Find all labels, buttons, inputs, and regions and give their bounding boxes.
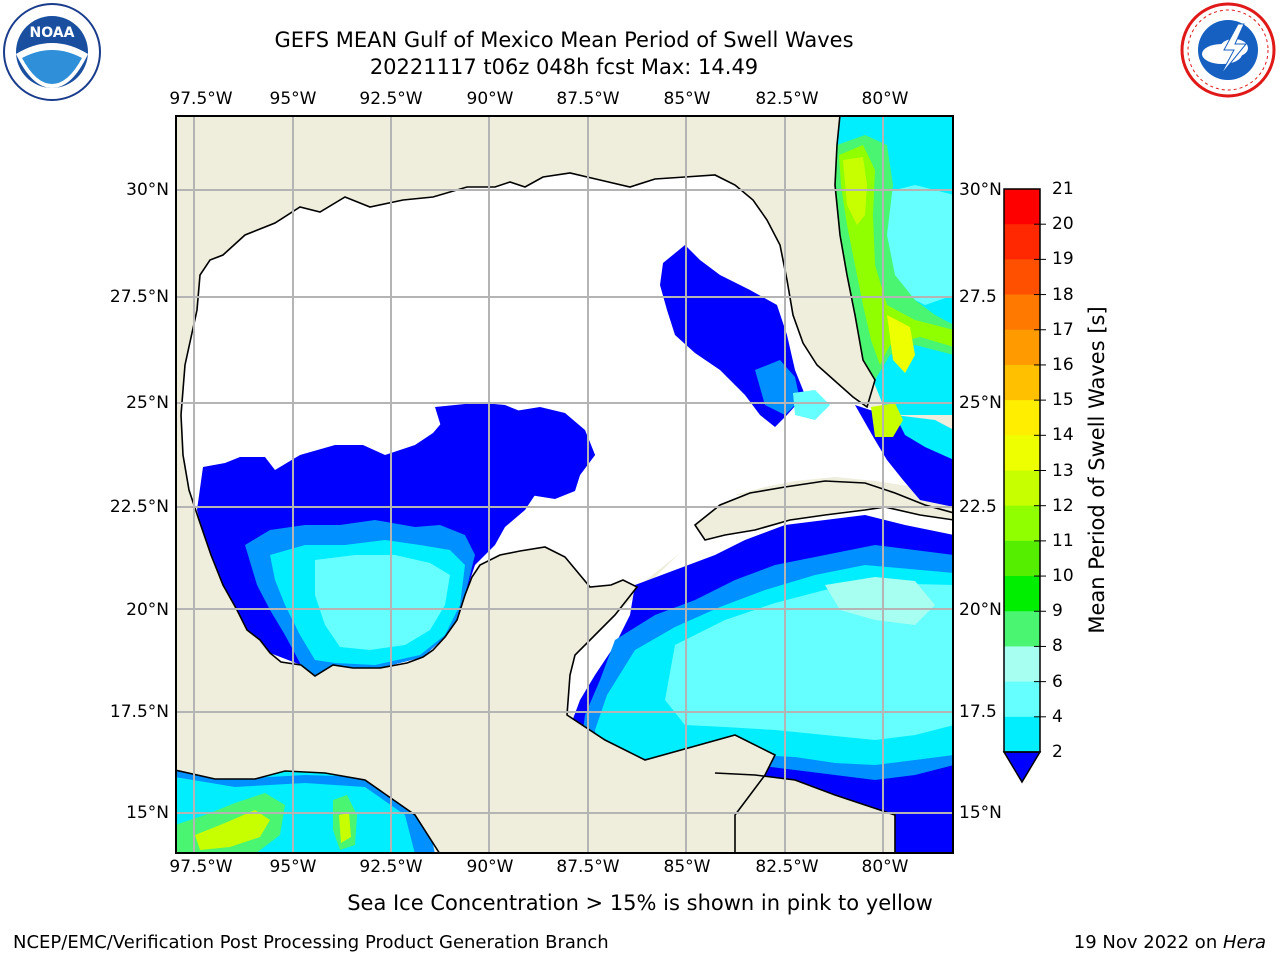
colorbar-tick-label: 16 [1052, 354, 1074, 375]
colorbar-tick-label: 17 [1052, 319, 1074, 340]
lon-label-top: 85°W [663, 89, 711, 109]
lat-label-left: 30°N [126, 180, 169, 200]
colorbar [1002, 188, 1046, 784]
colorbar-tick-label: 14 [1052, 425, 1074, 446]
colorbar-tick-label: 15 [1052, 390, 1074, 411]
colorbar-band [1004, 540, 1040, 577]
lat-label-right: 27.5 [959, 287, 997, 307]
coastline-honduras [714, 772, 896, 854]
lon-label-bottom: 87.5°W [556, 857, 620, 877]
colorbar-band [1004, 435, 1040, 471]
colorbar-tick-label: 20 [1052, 214, 1074, 235]
colorbar-band [1004, 259, 1040, 296]
lon-label-top: 97.5°W [169, 89, 233, 109]
map-subtitle: 20221117 t06z 048h fcst Max: 14.49 [369, 55, 759, 79]
swell-west-light [315, 555, 450, 650]
lon-label-bottom: 92.5°W [359, 857, 423, 877]
swell-atl-green2 [839, 145, 954, 365]
gulf-of-mexico-map [175, 115, 954, 854]
colorbar-tick-label: 12 [1052, 495, 1074, 516]
lon-label-top: 95°W [269, 89, 317, 109]
colorbar-label: Mean Period of Swell Waves [s] [1085, 306, 1109, 634]
lon-label-bottom: 90°W [466, 857, 514, 877]
lat-label-right: 30°N [959, 180, 1002, 200]
land-mexico [175, 115, 875, 854]
colorbar-tick-label: 11 [1052, 530, 1074, 551]
footer-machine: Hera [1222, 932, 1266, 953]
colorbar-band [1004, 400, 1040, 436]
colorbar-band [1004, 576, 1040, 612]
lat-label-right: 17.5 [959, 702, 997, 722]
noaa-logo: NOAA [3, 3, 101, 101]
colorbar-tick-label: 13 [1052, 460, 1074, 481]
colorbar-tick-label: 21 [1052, 179, 1074, 199]
colorbar-band [1004, 329, 1040, 366]
lat-label-right: 25°N [959, 393, 1002, 413]
lat-label-left: 27.5°N [109, 287, 169, 307]
swell-pac-yellowgreen [195, 810, 270, 850]
lon-label-bottom: 95°W [269, 857, 317, 877]
lon-label-bottom: 97.5°W [169, 857, 233, 877]
swell-pac-yellow2 [339, 813, 351, 843]
lat-label-left: 20°N [126, 600, 169, 620]
colorbar-tick-label: 6 [1052, 671, 1063, 692]
swell-east-mid [755, 360, 800, 415]
colorbar-band [1004, 681, 1040, 718]
swell-keys-light [793, 390, 830, 420]
swell-straits-green [871, 403, 903, 437]
colorbar-band [1004, 646, 1040, 683]
swell-carib-light [665, 583, 954, 740]
colorbar-tick-label: 19 [1052, 249, 1074, 270]
colorbar-band [1004, 224, 1040, 260]
swell-central-blue [435, 403, 595, 499]
swell-bahamas-mid [895, 415, 954, 460]
swell-fl-southwest-yellow [887, 315, 915, 373]
coastline-pacific [175, 769, 441, 854]
coastline-mexico [180, 414, 777, 854]
lon-label-top: 80°W [861, 89, 909, 109]
lat-label-left: 15°N [126, 803, 169, 823]
colorbar-tick-label: 8 [1052, 636, 1063, 657]
colorbar-tick-label: 10 [1052, 566, 1074, 587]
lon-label-top: 90°W [466, 89, 514, 109]
footer-credit: NCEP/EMC/Verification Post Processing Pr… [13, 932, 609, 953]
footer-date-text: 19 Nov 2022 on [1073, 932, 1223, 953]
lon-label-bottom: 80°W [861, 857, 909, 877]
colorbar-tick-label: 9 [1052, 601, 1063, 622]
colorbar-band [1004, 505, 1040, 542]
map-frame [175, 115, 954, 854]
nws-logo [1180, 2, 1276, 98]
colorbar-band [1004, 189, 1040, 225]
colorbar-tick-label: 2 [1052, 742, 1063, 762]
colorbar-band [1004, 611, 1040, 647]
lat-label-right: 20°N [959, 600, 1002, 620]
lon-label-bottom: 82.5°W [755, 857, 819, 877]
map-title: GEFS MEAN Gulf of Mexico Mean Period of … [274, 28, 854, 52]
lon-label-top: 92.5°W [359, 89, 423, 109]
footer-date: 19 Nov 2022 on Hera [1074, 932, 1266, 953]
sea-ice-note: Sea Ice Concentration > 15% is shown in … [347, 891, 933, 915]
colorbar-band [1004, 470, 1040, 507]
lat-label-left: 17.5°N [109, 702, 169, 722]
swell-pac-mid [175, 765, 435, 854]
colorbar-extend-arrow [1002, 751, 1042, 784]
colorbar-tick-label: 4 [1052, 706, 1063, 727]
lat-label-left: 25°N [126, 393, 169, 413]
lat-label-right: 22.5 [959, 497, 997, 517]
colorbar-band [1004, 294, 1040, 331]
svg-text:NOAA: NOAA [30, 25, 75, 41]
lon-label-top: 82.5°W [755, 89, 819, 109]
lon-label-top: 87.5°W [556, 89, 620, 109]
colorbar-band [1004, 716, 1040, 753]
lat-label-left: 22.5°N [109, 497, 169, 517]
colorbar-tick-label: 18 [1052, 284, 1074, 305]
colorbar-band [1004, 364, 1040, 401]
swell-carib-pale [825, 577, 935, 625]
lat-label-right: 15°N [959, 803, 1002, 823]
lon-label-bottom: 85°W [663, 857, 711, 877]
colorbar-frame [1003, 188, 1041, 753]
coastline-gulf [180, 115, 876, 416]
graticule [175, 115, 954, 854]
